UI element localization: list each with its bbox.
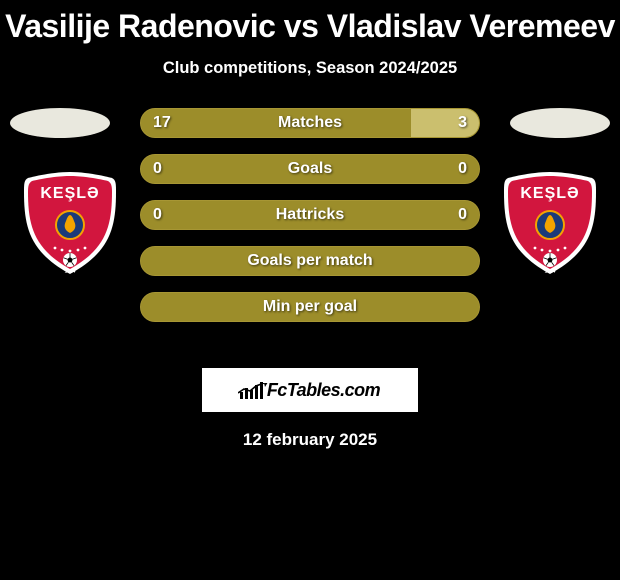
player-right-club-badge: KEŞLƏ 1994 bbox=[500, 170, 600, 277]
subtitle: Club competitions, Season 2024/2025 bbox=[0, 59, 620, 78]
svg-text:1994: 1994 bbox=[544, 269, 555, 275]
stats-list: 173Matches 00Goals 00Hattricks Goals per ma… bbox=[140, 108, 480, 338]
comparison-area: KEŞLƏ 1994 bbox=[0, 108, 620, 368]
date-label: 12 february 2025 bbox=[0, 430, 620, 450]
chart-icon bbox=[240, 381, 263, 399]
stat-label: Min per goal bbox=[141, 298, 479, 316]
svg-text:KEŞLƏ: KEŞLƏ bbox=[520, 185, 579, 202]
watermark-text: FcTables.com bbox=[267, 380, 380, 401]
stat-row: 173Matches bbox=[140, 108, 480, 138]
player-left-avatar bbox=[10, 108, 110, 138]
stat-row: 00Goals bbox=[140, 154, 480, 184]
stat-label: Matches bbox=[141, 114, 479, 132]
stat-row: Min per goal bbox=[140, 292, 480, 322]
svg-text:KEŞLƏ: KEŞLƏ bbox=[40, 185, 99, 202]
svg-text:1994: 1994 bbox=[64, 269, 75, 275]
player-right-avatar bbox=[510, 108, 610, 138]
watermark: FcTables.com bbox=[202, 368, 418, 412]
stat-row: Goals per match bbox=[140, 246, 480, 276]
page-title: Vasilije Radenovic vs Vladislav Veremeev bbox=[0, 0, 620, 45]
player-left-club-badge: KEŞLƏ 1994 bbox=[20, 170, 120, 277]
stat-label: Goals per match bbox=[141, 252, 479, 270]
stat-row: 00Hattricks bbox=[140, 200, 480, 230]
stat-label: Hattricks bbox=[141, 206, 479, 224]
stat-label: Goals bbox=[141, 160, 479, 178]
